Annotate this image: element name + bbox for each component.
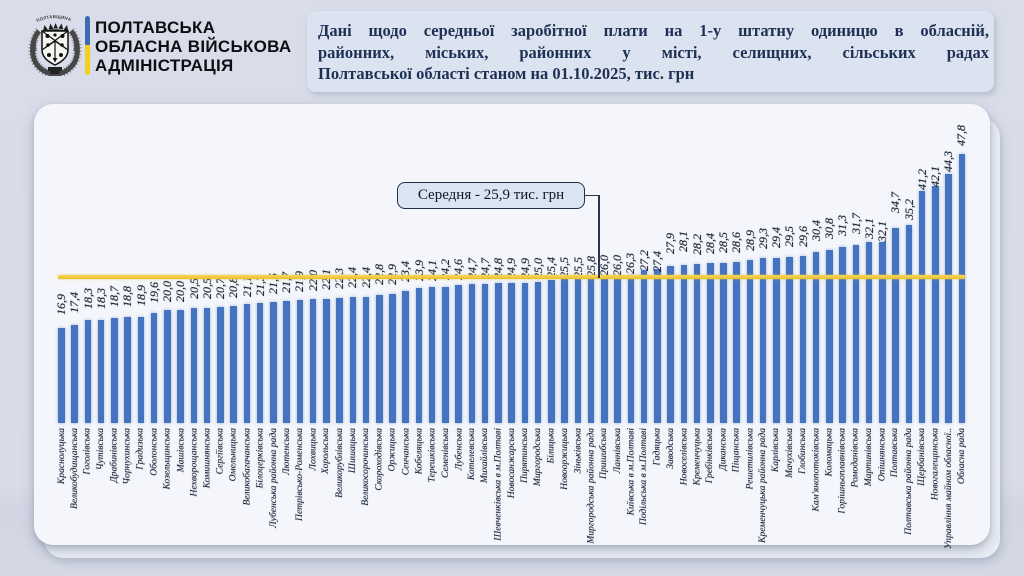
svg-text:ПОЛТАВЩИНА: ПОЛТАВЩИНА <box>36 14 73 23</box>
